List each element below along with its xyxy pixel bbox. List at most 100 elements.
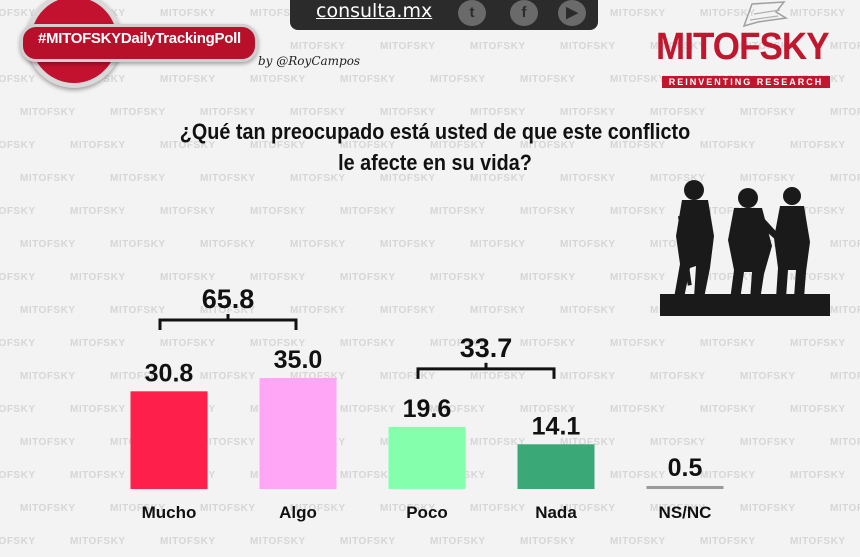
watermark-text: MITOFSKY — [740, 173, 796, 184]
question-line-2: le afecte en su vida? — [338, 150, 532, 175]
watermark-text: MITOFSKY — [340, 404, 396, 415]
watermark-text: MITOFSKY — [0, 206, 36, 217]
watermark-text: MITOFSKY — [610, 206, 666, 217]
category-label: Algo — [279, 503, 317, 522]
watermark-text: MITOFSKY — [560, 437, 616, 448]
top-bar: consulta.mx t f ▶ — [290, 0, 598, 30]
watermark-text: MITOFSKY — [610, 338, 666, 349]
watermark-text: MITOFSKY — [250, 338, 306, 349]
watermark-text: MITOFSKY — [0, 140, 36, 151]
soldiers-silhouette-icon — [660, 180, 830, 316]
watermark-text: MITOFSKY — [740, 41, 796, 52]
group-total-label: 33.7 — [460, 333, 513, 363]
watermark-text: MITOFSKY — [430, 338, 486, 349]
watermark-text: MITOFSKY — [250, 206, 306, 217]
watermark-text: MITOFSKY — [650, 173, 706, 184]
watermark-text: MITOFSKY — [430, 74, 486, 85]
watermark-text: MITOFSKY — [470, 107, 526, 118]
watermark-text: MITOFSKY — [830, 107, 860, 118]
facebook-icon[interactable]: f — [510, 0, 538, 26]
watermark-text: MITOFSKY — [110, 239, 166, 250]
youtube-icon[interactable]: ▶ — [558, 0, 586, 26]
watermark-text: MITOFSKY — [290, 107, 346, 118]
watermark-text: MITOFSKY — [160, 338, 216, 349]
watermark-text: MITOFSKY — [250, 272, 306, 283]
bar-poco — [388, 426, 466, 489]
data-label: 30.8 — [145, 359, 194, 387]
watermark-text: MITOFSKY — [430, 140, 486, 151]
watermark-text: MITOFSKY — [200, 239, 256, 250]
watermark-text: MITOFSKY — [790, 470, 846, 481]
watermark-text: MITOFSKY — [790, 140, 846, 151]
watermark-text: MITOFSKY — [830, 305, 860, 316]
watermark-text: MITOFSKY — [200, 503, 256, 514]
twitter-icon[interactable]: t — [458, 0, 486, 26]
watermark-text: MITOFSKY — [610, 140, 666, 151]
data-label: 14.1 — [532, 412, 581, 440]
watermark-text: MITOFSKY — [520, 206, 576, 217]
watermark-text: MITOFSKY — [560, 173, 616, 184]
group-total-label: 65.8 — [202, 284, 255, 314]
logo-tagline: REINVENTING RESEARCH — [662, 76, 830, 88]
bar-mucho — [130, 391, 208, 489]
watermark-text: MITOFSKY — [160, 140, 216, 151]
watermark-text: MITOFSKY — [610, 8, 666, 19]
watermark-text: MITOFSKY — [830, 503, 860, 514]
watermark-text: MITOFSKY — [70, 404, 126, 415]
watermark-text: MITOFSKY — [520, 140, 576, 151]
watermark-text: MITOFSKY — [340, 470, 396, 481]
watermark-text: MITOFSKY — [700, 8, 756, 19]
watermark-text: MITOFSKY — [650, 503, 706, 514]
watermark-text: MITOFSKY — [650, 437, 706, 448]
watermark-text: MITOFSKY — [0, 272, 36, 283]
watermark-text: MITOFSKY — [790, 206, 846, 217]
watermark-text: MITOFSKY — [0, 338, 36, 349]
chart-title: ¿Qué tan preocupado está usted de que es… — [170, 116, 701, 178]
watermark-text: MITOFSKY — [200, 371, 256, 382]
data-label: 19.6 — [403, 395, 452, 423]
watermark-text: MITOFSKY — [200, 305, 256, 316]
watermark-text: MITOFSKY — [470, 437, 526, 448]
watermark-text: MITOFSKY — [430, 404, 486, 415]
watermark-text: MITOFSKY — [0, 536, 36, 547]
watermark-text: MITOFSKY — [70, 272, 126, 283]
watermark-text: MITOFSKY — [290, 371, 346, 382]
watermark-text: MITOFSKY — [650, 41, 706, 52]
watermark-text: MITOFSKY — [70, 536, 126, 547]
watermark-text: MITOFSKY — [340, 536, 396, 547]
watermark-text: MITOFSKY — [380, 305, 436, 316]
watermark-text: MITOFSKY — [790, 404, 846, 415]
watermark-text: MITOFSKY — [200, 437, 256, 448]
watermark-text: MITOFSKY — [160, 206, 216, 217]
watermark-text: MITOFSKY — [520, 536, 576, 547]
watermark-text: MITOFSKY — [290, 173, 346, 184]
watermark-text: MITOFSKY — [430, 536, 486, 547]
watermark-text: MITOFSKY — [70, 470, 126, 481]
watermark-text: MITOFSKY — [650, 371, 706, 382]
watermark-text: MITOFSKY — [380, 107, 436, 118]
watermark-text: MITOFSKY — [830, 41, 860, 52]
watermark-text: MITOFSKY — [110, 173, 166, 184]
watermark-text: MITOFSKY — [70, 206, 126, 217]
hashtag-text: #MITOFSKYDailyTrackingPoll — [38, 30, 241, 47]
watermark-text: MITOFSKY — [290, 503, 346, 514]
watermark-text: MITOFSKY — [430, 272, 486, 283]
watermark-text: MITOFSKY — [340, 74, 396, 85]
watermark-text: MITOFSKY — [740, 371, 796, 382]
watermark-text: MITOFSKY — [110, 371, 166, 382]
watermark-text: MITOFSKY — [700, 404, 756, 415]
watermark-text: MITOFSKY — [340, 272, 396, 283]
question-line-1: ¿Qué tan preocupado está usted de que es… — [179, 119, 691, 144]
watermark-text: MITOFSKY — [290, 239, 346, 250]
watermark-text: MITOFSKY — [700, 338, 756, 349]
watermark-text: MITOFSKY — [610, 272, 666, 283]
watermark-text: MITOFSKY — [560, 371, 616, 382]
category-label: Mucho — [142, 503, 197, 522]
watermark-text: MITOFSKY — [790, 272, 846, 283]
watermark-text: MITOFSKY — [0, 74, 36, 85]
site-link[interactable]: consulta.mx — [316, 0, 433, 22]
hashtag-badge: #MITOFSKYDailyTrackingPoll — [14, 0, 258, 88]
watermark-text: MITOFSKY — [740, 503, 796, 514]
watermark-text: MITOFSKY — [560, 107, 616, 118]
